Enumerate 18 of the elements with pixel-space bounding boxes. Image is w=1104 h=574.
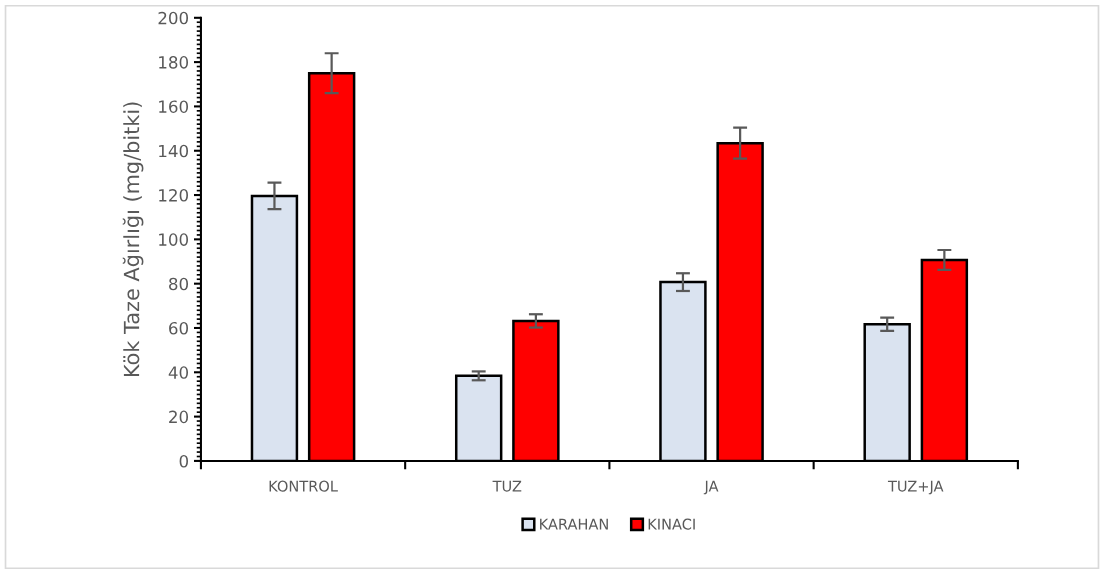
y-tick-label: 200 [158,11,189,25]
y-tick-label: 140 [159,144,189,158]
y-axis-title: Kök Taze Ağırlığı (mg/bitki) [122,102,144,376]
x-tick-label: TUZ [492,480,522,492]
y-tick-label: 180 [159,56,189,69]
y-tick-label: 100 [159,233,189,246]
y-tick-label: 80 [169,277,189,291]
x-tick-label: TUZ+JA [887,480,944,495]
y-tick-label: 160 [159,100,189,113]
y-tick-label: 0 [179,454,189,468]
y-tick-label: 120 [159,189,189,202]
y-tick-label: 40 [168,366,189,379]
legend-label: KINACI [648,518,695,530]
y-tick-label: 20 [169,410,189,424]
x-tick-label: JA [703,480,719,495]
x-tick-label: KONTROL [269,480,338,492]
y-tick-label: 60 [169,321,189,335]
legend-label: KARAHAN [540,518,608,530]
